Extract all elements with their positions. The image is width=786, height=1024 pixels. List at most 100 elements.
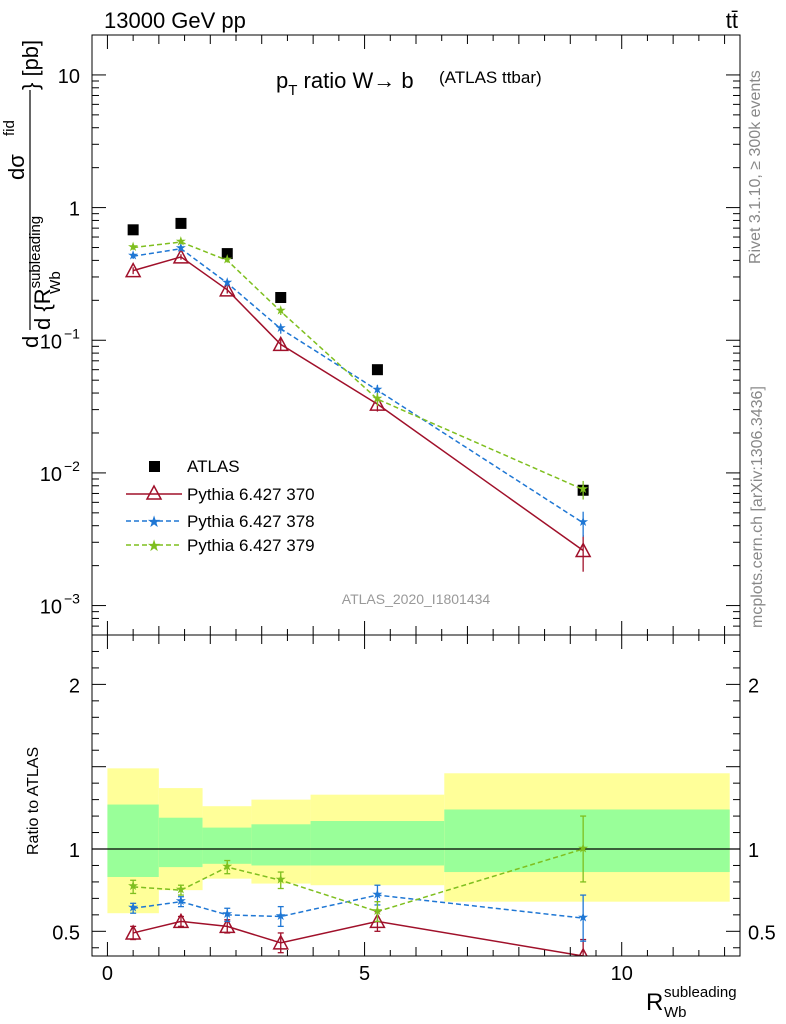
- ratio-band-stat: [107, 804, 159, 877]
- ratio-point-370: [369, 912, 386, 929]
- ratio-point-star: ★: [372, 903, 384, 918]
- data-point-star: ★: [577, 514, 589, 529]
- ratio-point-star: ★: [127, 878, 139, 893]
- ratio-ytick-label-right: 1: [748, 840, 759, 862]
- legend-label-379: Pythia 6.427 379: [187, 536, 315, 555]
- ratio-point-star: ★: [275, 872, 287, 887]
- energy-label: 13000 GeV pp: [104, 8, 246, 33]
- data-point-370: [574, 541, 592, 558]
- ratio-point-star: ★: [221, 858, 233, 873]
- ratio-series-line: [133, 894, 584, 919]
- data-point-370: [172, 248, 190, 264]
- data-point-370: [124, 262, 142, 278]
- legend-label-378: Pythia 6.427 378: [187, 512, 315, 531]
- data-point-atlas: [371, 364, 383, 376]
- ratio-band-stat: [251, 824, 311, 866]
- legend-marker-379: ★: [147, 538, 161, 555]
- ratio-band-stat: [310, 821, 445, 866]
- data-point-370: [369, 395, 386, 411]
- ratio-ytick-label-right: 0.5: [748, 922, 776, 944]
- svg-text:} [pb]: } [pb]: [18, 40, 43, 90]
- main-ytick-label: 10: [40, 597, 62, 619]
- plot-title: pT ratio W→ b: [276, 68, 414, 99]
- ratio-series-group: ★ ★★ ★★★★ ★★★★★: [124, 815, 589, 956]
- xlabel-sup: subleading: [664, 984, 737, 1001]
- analysis-label: ATLAS_2020_I1801434: [342, 591, 491, 607]
- ratio-band-stat: [202, 827, 252, 864]
- main-ytick-exponent: −3: [64, 591, 80, 607]
- ratio-ytick-label-right: 2: [748, 675, 759, 697]
- xlabel-sub: Wb: [664, 1004, 687, 1021]
- svg-text:fid: fid: [1, 120, 18, 136]
- ratio-point-star: ★: [577, 840, 589, 855]
- data-point-star: ★: [127, 248, 139, 263]
- data-point-atlas: [127, 224, 139, 236]
- ratio-point-370: [272, 934, 289, 950]
- legend-marker-370: [145, 484, 163, 500]
- legend-label-atlas: ATLAS: [187, 457, 240, 476]
- xlabel: R: [646, 989, 663, 1016]
- data-point-star: ★: [372, 390, 384, 405]
- rivet-label: Rivet 3.1.10, ≥ 300k events: [747, 70, 764, 264]
- legend-marker-378: ★: [147, 514, 161, 531]
- series-line: [133, 241, 584, 491]
- ratio-point-370: [219, 917, 236, 934]
- ratio-ytick-label: 2: [69, 675, 80, 697]
- xtick-label: 0: [102, 963, 113, 985]
- ratio-series-line: [132, 920, 584, 956]
- series-line: [133, 247, 584, 524]
- plot-title-small: (ATLAS ttbar): [439, 68, 542, 87]
- main-ylabel: d {Rsubleading Wb dσ fid d } [pb]: [1, 40, 64, 348]
- data-point-star: ★: [372, 382, 384, 397]
- data-point-370: [272, 335, 289, 352]
- main-ytick-exponent: −2: [64, 458, 80, 474]
- main-ytick-label: 10: [40, 464, 62, 486]
- data-point-star: ★: [221, 274, 233, 289]
- ratio-point-star: ★: [175, 893, 187, 908]
- ratio-point-star: ★: [577, 909, 589, 924]
- data-point-atlas: [275, 292, 287, 304]
- svg-text:dσ: dσ: [4, 154, 29, 180]
- ratio-point-370: [172, 912, 190, 929]
- series-line: [132, 256, 584, 552]
- data-point-star: ★: [577, 481, 589, 496]
- ratio-point-star: ★: [175, 881, 187, 896]
- data-point-370: [219, 281, 236, 297]
- legend-label-370: Pythia 6.427 370: [187, 485, 315, 504]
- ratio-band-group: [92, 768, 740, 914]
- ratio-point-star: ★: [221, 906, 233, 921]
- main-series-group: ★★★★★★★ ★★★★★: [124, 217, 592, 572]
- data-point-star: ★: [221, 252, 233, 267]
- data-point-atlas: [175, 217, 187, 229]
- ratio-band-stat: [444, 809, 730, 873]
- data-point-star: ★: [127, 239, 139, 254]
- process-label: tt̄: [726, 8, 738, 33]
- ratio-point-370: [124, 924, 142, 940]
- main-ytick-exponent: −1: [64, 325, 80, 341]
- ratio-band-stat: [158, 817, 203, 868]
- data-point-star: ★: [275, 320, 287, 335]
- ratio-ylabel: Ratio to ATLAS: [25, 747, 42, 855]
- xtick-label: 10: [611, 963, 633, 985]
- legend-marker-atlas: [149, 461, 160, 472]
- xtick-label: 5: [359, 963, 370, 985]
- ratio-series-line: [133, 848, 584, 913]
- data-point-star: ★: [175, 233, 187, 248]
- ratio-point-star: ★: [275, 908, 287, 923]
- ratio-point-star: ★: [372, 886, 384, 901]
- main-ytick-label: 1: [69, 199, 80, 221]
- main-ytick-label: 10: [40, 331, 62, 353]
- data-point-star: ★: [175, 240, 187, 255]
- mcplots-label: mcplots.cern.ch [arXiv:1306.3436]: [749, 386, 766, 628]
- ratio-ytick-label: 0.5: [52, 922, 80, 944]
- data-point-star: ★: [275, 303, 287, 318]
- legend: ATLAS Pythia 6.427 370 ★ Pythia 6.427 37…: [126, 457, 315, 555]
- data-point-atlas: [221, 248, 233, 260]
- ratio-point-star: ★: [127, 900, 139, 915]
- main-ytick-label: 10: [58, 66, 80, 88]
- ratio-ytick-label: 1: [69, 840, 80, 862]
- svg-text:d: d: [18, 336, 43, 348]
